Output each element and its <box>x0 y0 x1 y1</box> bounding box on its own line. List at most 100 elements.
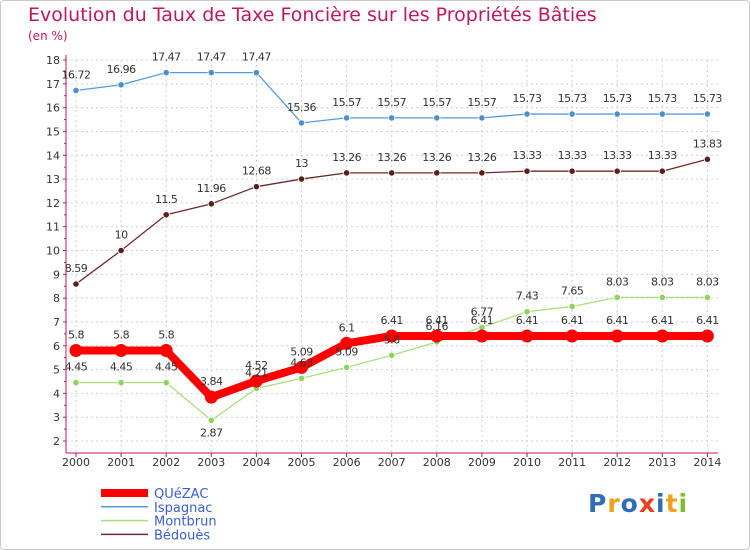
point-ispagnac <box>207 69 215 77</box>
chart-title: Evolution du Taux de Taxe Foncière sur l… <box>28 4 597 26</box>
point-bedoues <box>72 280 80 288</box>
data-label-bedoues: 13.33 <box>603 149 632 162</box>
y-tick-label: 8 <box>53 292 60 305</box>
x-tick-label: 2008 <box>423 456 451 469</box>
point-ispagnac <box>117 81 125 89</box>
point-ispagnac <box>72 86 80 95</box>
point-bedoues <box>613 167 621 175</box>
data-label-ispagnac: 15.57 <box>377 96 406 109</box>
y-axis-unit-label: (en %) <box>28 29 68 43</box>
point-montbrun <box>117 379 125 387</box>
point-bedoues <box>703 155 712 163</box>
data-label-bedoues: 11.5 <box>155 193 178 206</box>
y-tick-label: 3 <box>53 411 60 424</box>
y-tick-label: 14 <box>46 149 60 162</box>
point-ispagnac <box>478 114 486 122</box>
data-label-montbrun: 8.03 <box>696 275 719 288</box>
y-tick-label: 16 <box>46 102 60 115</box>
y-tick-label: 9 <box>53 268 60 281</box>
point-ispagnac <box>613 110 621 118</box>
point-bedoues <box>658 167 666 175</box>
data-label-ispagnac: 17.47 <box>197 51 226 64</box>
x-tick-label: 2014 <box>693 456 721 469</box>
point-bedoues <box>162 211 170 219</box>
x-tick-label: 2005 <box>288 456 316 469</box>
data-label-quezac: 6.41 <box>471 314 494 327</box>
data-label-ispagnac: 17.47 <box>242 51 271 64</box>
data-label-montbrun: 5.6 <box>384 333 400 346</box>
point-bedoues <box>388 169 396 177</box>
data-label-montbrun: 4.45 <box>110 361 133 374</box>
point-quezac <box>430 329 444 343</box>
point-quezac <box>385 329 399 343</box>
point-quezac <box>475 329 489 343</box>
point-bedoues <box>523 167 531 175</box>
point-bedoues <box>568 167 576 175</box>
y-tick-label: 18 <box>46 54 60 67</box>
data-label-bedoues: 13.33 <box>513 149 542 162</box>
point-bedoues <box>433 169 441 177</box>
data-label-montbrun: 8.03 <box>606 275 629 288</box>
point-ispagnac <box>252 69 260 77</box>
data-label-quezac: 6.41 <box>516 314 539 327</box>
point-quezac <box>204 390 218 404</box>
data-label-montbrun: 7.65 <box>561 284 584 297</box>
legend-label-ispagnac: Ispagnac <box>154 501 212 516</box>
point-bedoues <box>207 200 215 208</box>
x-tick-label: 2006 <box>333 456 361 469</box>
legend-label-quezac: QUéZAC <box>154 487 208 502</box>
data-label-quezac: 5.09 <box>290 345 313 358</box>
data-label-montbrun: 4.21 <box>245 366 268 379</box>
point-montbrun <box>703 293 712 302</box>
y-tick-label: 17 <box>46 78 60 91</box>
point-bedoues <box>342 169 351 177</box>
data-label-ispagnac: 15.57 <box>422 96 451 109</box>
point-ispagnac <box>703 110 712 118</box>
x-tick-label: 2002 <box>152 456 180 469</box>
y-tick-label: 10 <box>46 245 60 258</box>
data-label-ispagnac: 15.73 <box>603 92 632 105</box>
x-tick-label: 2003 <box>197 456 225 469</box>
point-montbrun <box>207 416 215 424</box>
point-bedoues <box>117 246 125 255</box>
x-tick-label: 2011 <box>558 456 586 469</box>
y-tick-label: 12 <box>46 197 60 210</box>
y-tick-label: 7 <box>53 316 60 329</box>
point-bedoues <box>297 175 306 183</box>
logo-letter: i <box>656 489 666 518</box>
data-label-montbrun: 7.43 <box>516 290 539 303</box>
legend-label-montbrun: Montbrun <box>154 515 217 530</box>
point-montbrun <box>342 363 351 372</box>
data-label-bedoues: 12.68 <box>242 165 271 178</box>
axis-layer: 2 3 4 5 6 7 8 9 10 11 12 13 14 15 16 17 18 2000 2001 2002 20… <box>46 54 721 469</box>
point-quezac <box>655 329 669 343</box>
data-label-montbrun: 5.09 <box>335 345 358 358</box>
data-label-montbrun: 8.03 <box>651 275 674 288</box>
data-label-quezac: 5.8 <box>68 329 84 342</box>
point-montbrun <box>72 379 80 387</box>
point-montbrun <box>658 293 666 302</box>
data-label-montbrun: 4.45 <box>65 361 88 374</box>
data-label-ispagnac: 15.73 <box>558 92 587 105</box>
point-montbrun <box>388 351 396 359</box>
data-label-ispagnac: 15.36 <box>287 101 316 114</box>
data-label-ispagnac: 17.47 <box>152 51 181 64</box>
point-montbrun <box>162 379 170 387</box>
point-ispagnac <box>388 114 396 122</box>
data-label-ispagnac: 16.96 <box>107 63 136 76</box>
point-ispagnac <box>433 114 441 122</box>
data-label-ispagnac: 15.73 <box>513 92 542 105</box>
data-label-quezac: 6.41 <box>651 314 674 327</box>
point-montbrun <box>523 308 531 316</box>
y-tick-label: 13 <box>46 173 60 186</box>
data-label-bedoues: 13.33 <box>558 149 587 162</box>
point-quezac <box>114 344 128 358</box>
data-label-montbrun: 6.77 <box>471 305 494 318</box>
point-montbrun <box>613 293 621 302</box>
data-label-quezac: 6.41 <box>696 314 719 327</box>
data-label-ispagnac: 15.57 <box>332 96 361 109</box>
data-label-bedoues: 13.26 <box>332 151 361 164</box>
data-label-quezac: 5.8 <box>113 329 129 342</box>
